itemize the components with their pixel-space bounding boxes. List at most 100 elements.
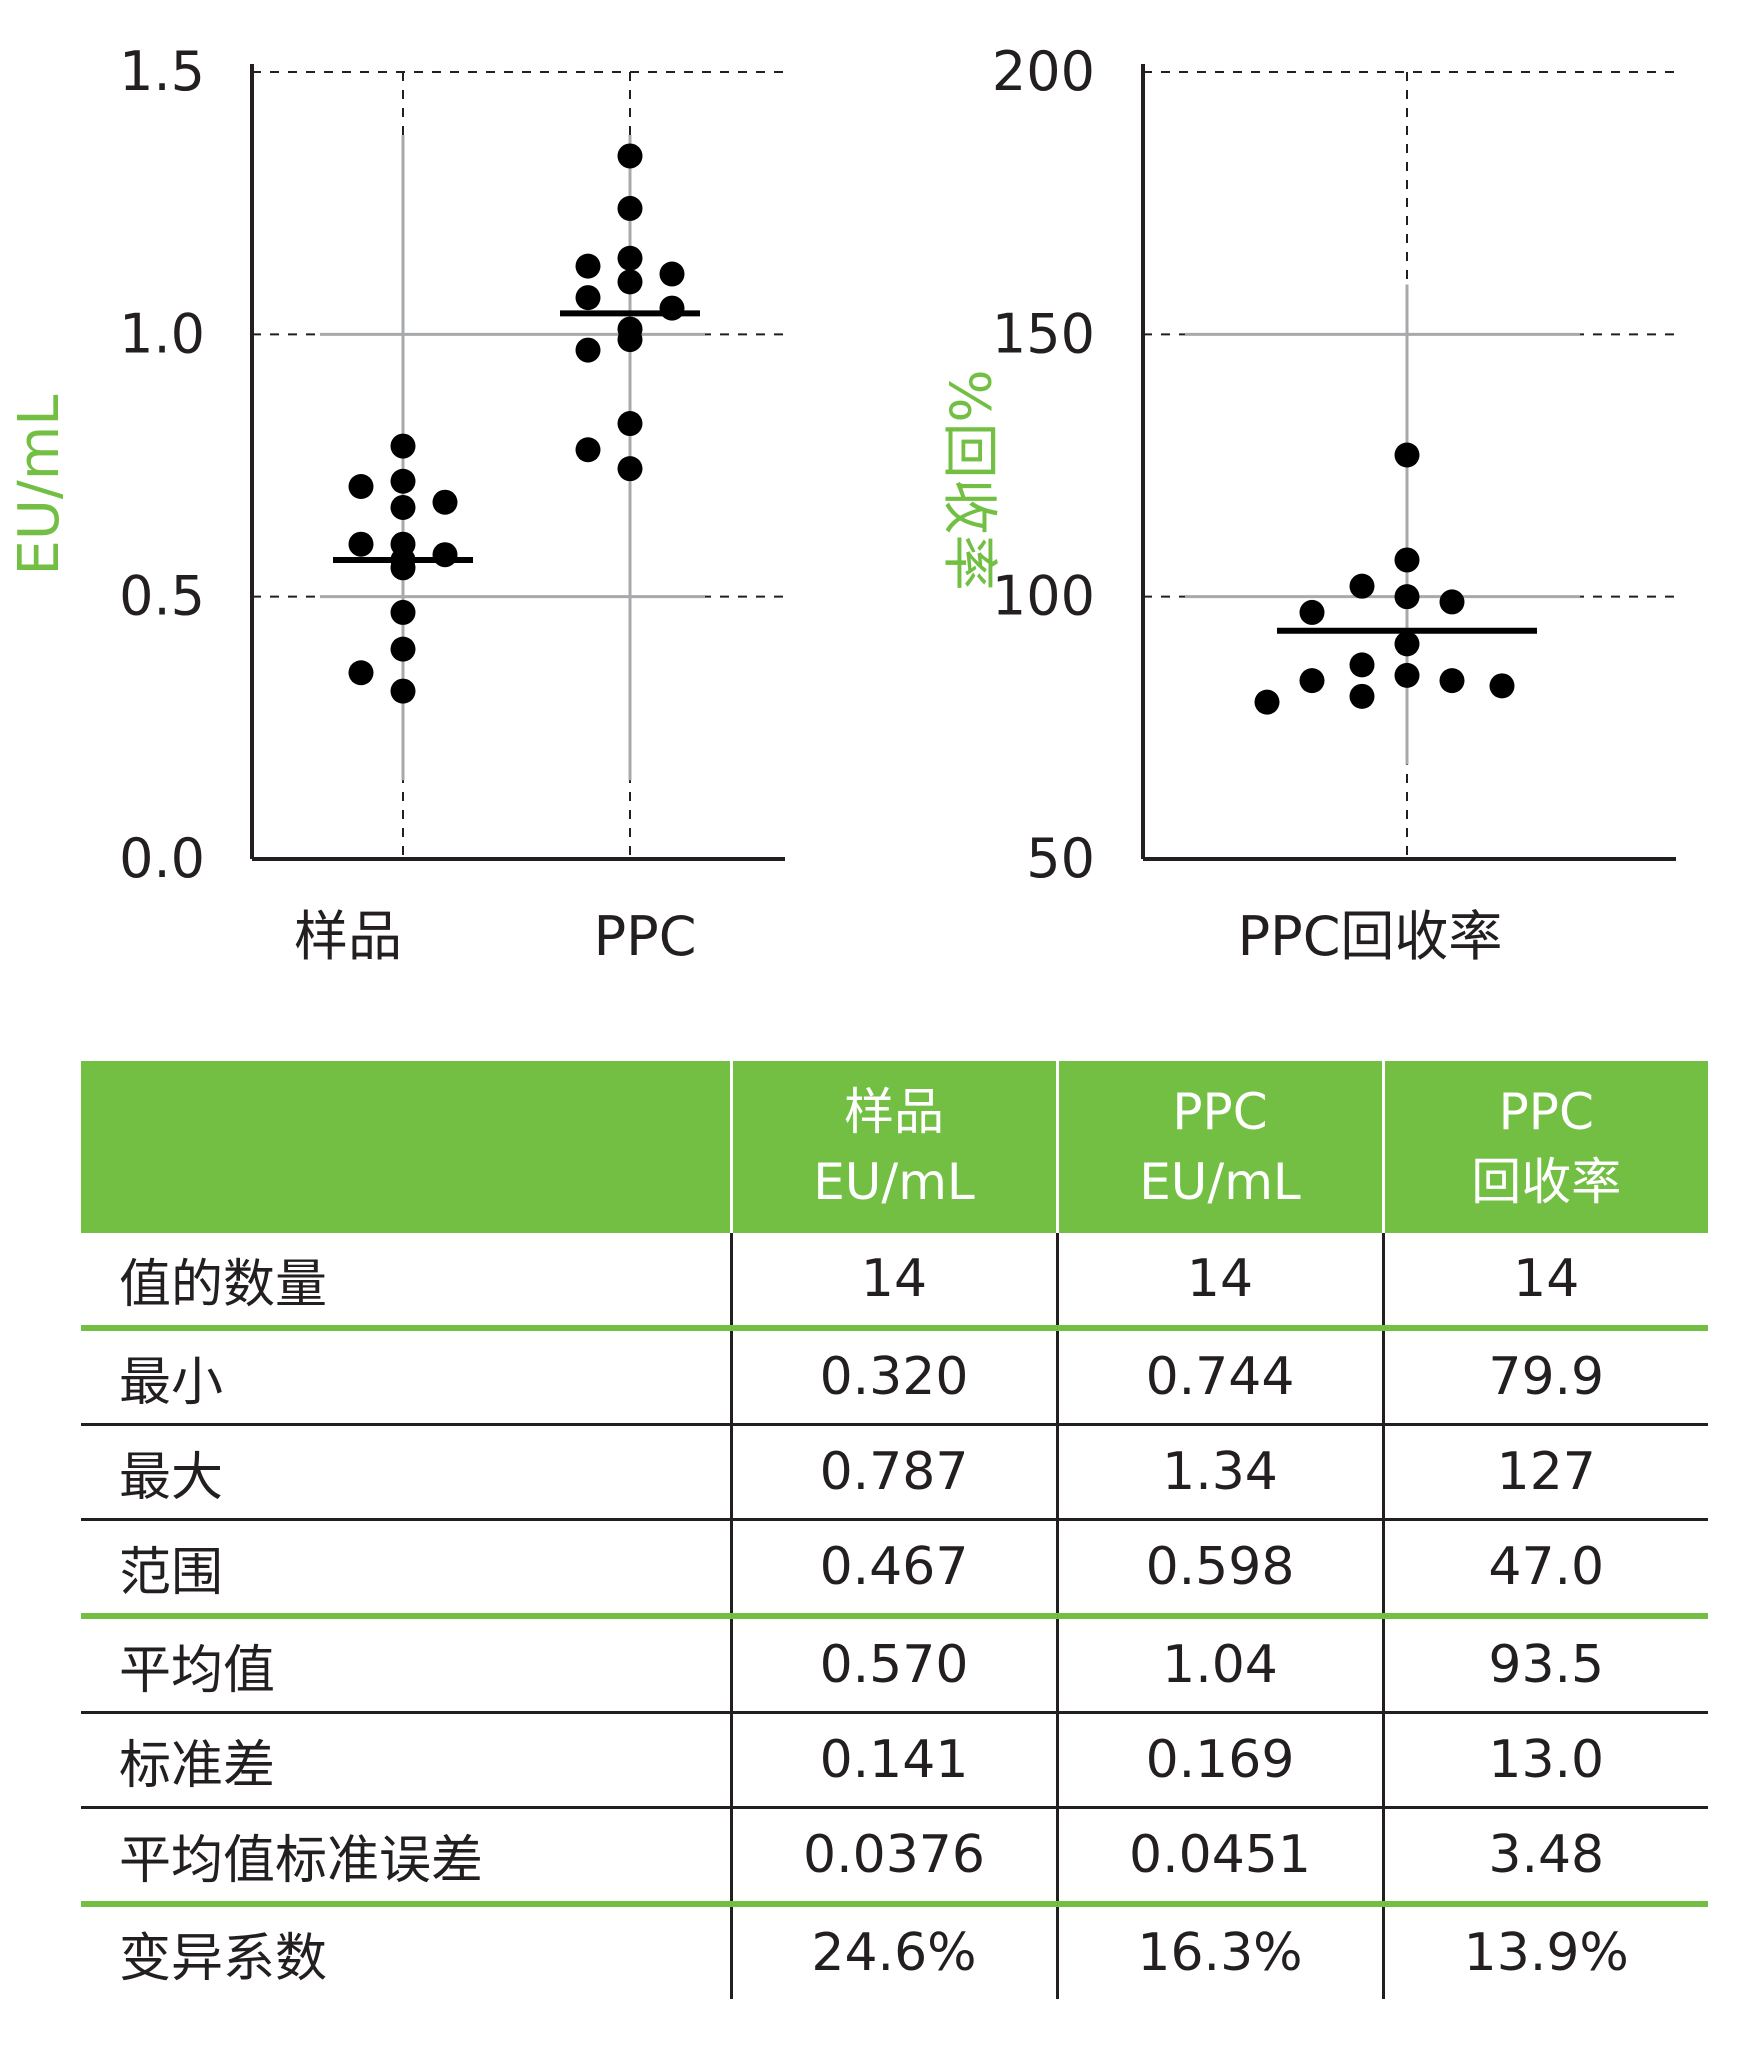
cell-sample: 0.320 xyxy=(729,1325,1057,1425)
data-point xyxy=(617,269,643,295)
charts-area: 0.0 0.5 1.0 1.5 样品 PPC EU/mL 50 100 150 200 PPC回收率… xyxy=(7,40,1676,968)
data-point xyxy=(659,261,685,287)
row-label: 平均值 xyxy=(81,1613,731,1713)
x-category-label: PPC回收率 xyxy=(1238,905,1503,968)
data-point xyxy=(1439,668,1465,694)
table-row: 变异系数 24.6% 16.3% 13.9% xyxy=(81,1901,1708,1999)
data-point xyxy=(659,295,685,321)
x-category-label: 样品 xyxy=(294,905,402,968)
cell-recovery: 13.0 xyxy=(1381,1711,1708,1808)
header-blank xyxy=(81,1061,731,1233)
table-header-row: 样品 EU/mL PPC EU/mL PPC 回收率 xyxy=(81,1061,1708,1233)
cell-ppc: 0.598 xyxy=(1055,1518,1383,1616)
data-point xyxy=(432,489,458,515)
cell-ppc: 1.34 xyxy=(1055,1423,1383,1520)
y-tick-label: 50 xyxy=(1026,827,1095,890)
y-tick-label: 1.0 xyxy=(119,302,205,365)
cell-recovery: 13.9% xyxy=(1381,1901,1708,1999)
data-point xyxy=(1349,652,1375,678)
data-point xyxy=(1394,662,1420,688)
row-label: 值的数量 xyxy=(119,1254,328,1315)
data-point xyxy=(1254,689,1280,715)
data-point xyxy=(1394,547,1420,573)
cell-recovery: 127 xyxy=(1381,1423,1708,1520)
cell-sample: 24.6% xyxy=(729,1901,1057,1999)
data-point xyxy=(617,456,643,482)
cell-ppc: 0.0451 xyxy=(1055,1806,1383,1904)
header-ppc-recovery: PPC 回收率 xyxy=(1381,1061,1708,1233)
table-row: 最小 0.320 0.744 79.9 xyxy=(81,1325,1708,1425)
data-point xyxy=(432,542,458,568)
data-point xyxy=(617,195,643,221)
data-point xyxy=(390,494,416,520)
table-row: 值的数量 14 14 14 xyxy=(81,1233,1708,1328)
cell-ppc: 16.3% xyxy=(1055,1901,1383,1999)
row-label: 最小 xyxy=(81,1325,731,1425)
data-point xyxy=(390,599,416,625)
data-point xyxy=(1394,584,1420,610)
y-tick-label: 0.5 xyxy=(119,565,205,628)
cell-sample: 0.467 xyxy=(729,1518,1057,1616)
data-point xyxy=(617,143,643,169)
row-label: 标准差 xyxy=(81,1711,731,1808)
table-row: 范围 0.467 0.598 47.0 xyxy=(81,1518,1708,1616)
row-label: 变异系数 xyxy=(81,1901,731,1999)
cell-ppc: 0.169 xyxy=(1055,1711,1383,1808)
data-point xyxy=(1394,631,1420,657)
data-point xyxy=(575,437,601,463)
x-category-label: PPC xyxy=(594,905,697,968)
data-point xyxy=(617,411,643,437)
cell-sample: 0.570 xyxy=(729,1613,1057,1713)
data-point xyxy=(575,253,601,279)
y-tick-label: 150 xyxy=(992,302,1095,365)
cell-ppc: 1.04 xyxy=(1055,1613,1383,1713)
cell-recovery: 47.0 xyxy=(1381,1518,1708,1616)
data-point xyxy=(575,285,601,311)
header-sample-eu: 样品 EU/mL xyxy=(729,1061,1057,1233)
data-point xyxy=(1489,673,1515,699)
cell-recovery: 3.48 xyxy=(1381,1806,1708,1904)
table-row: 最大 0.787 1.34 127 xyxy=(81,1423,1708,1520)
data-point xyxy=(1349,683,1375,709)
data-point xyxy=(390,468,416,494)
data-point xyxy=(617,316,643,342)
cell-sample: 0.787 xyxy=(729,1423,1057,1520)
data-point xyxy=(617,245,643,271)
statistics-table: 样品 EU/mL PPC EU/mL PPC 回收率 值的数量 14 14 14 最小… xyxy=(81,1061,1708,1999)
data-point xyxy=(348,473,374,499)
cell-recovery: 79.9 xyxy=(1381,1325,1708,1425)
y-axis-label: %回收率 xyxy=(936,369,1001,590)
data-point xyxy=(1439,589,1465,615)
data-point xyxy=(390,636,416,662)
data-point xyxy=(1394,442,1420,468)
cell-ppc: 0.744 xyxy=(1055,1325,1383,1425)
y-tick-label: 200 xyxy=(992,40,1095,103)
data-point xyxy=(348,531,374,557)
row-label: 范围 xyxy=(81,1518,731,1616)
y-axis-label: EU/mL xyxy=(7,395,72,576)
data-point xyxy=(1349,573,1375,599)
data-point xyxy=(1299,599,1325,625)
data-point xyxy=(1299,668,1325,694)
cell-sample: 0.141 xyxy=(729,1711,1057,1808)
header-ppc-eu: PPC EU/mL xyxy=(1055,1061,1383,1233)
table-row: 平均值 0.570 1.04 93.5 xyxy=(81,1613,1708,1713)
cell-sample: 14 xyxy=(729,1233,1057,1328)
table-row: 标准差 0.141 0.169 13.0 xyxy=(81,1711,1708,1808)
y-tick-label: 1.5 xyxy=(119,40,205,103)
cell-sample: 0.0376 xyxy=(729,1806,1057,1904)
y-tick-label: 100 xyxy=(992,565,1095,628)
data-point xyxy=(575,337,601,363)
y-tick-label: 0.0 xyxy=(119,827,205,890)
cell-recovery: 93.5 xyxy=(1381,1613,1708,1713)
table-row: 平均值标准误差 0.0376 0.0451 3.48 xyxy=(81,1806,1708,1904)
row-label: 最大 xyxy=(81,1423,731,1520)
chart-eu-ml: 0.0 0.5 1.0 1.5 样品 PPC EU/mL xyxy=(7,40,785,968)
cell-ppc: 14 xyxy=(1055,1233,1383,1328)
data-point xyxy=(390,433,416,459)
row-label: 平均值标准误差 xyxy=(81,1806,731,1904)
data-point xyxy=(348,660,374,686)
data-point xyxy=(390,678,416,704)
chart-recovery: 50 100 150 200 PPC回收率 %回收率 xyxy=(936,40,1676,968)
cell-recovery: 14 xyxy=(1381,1233,1708,1328)
